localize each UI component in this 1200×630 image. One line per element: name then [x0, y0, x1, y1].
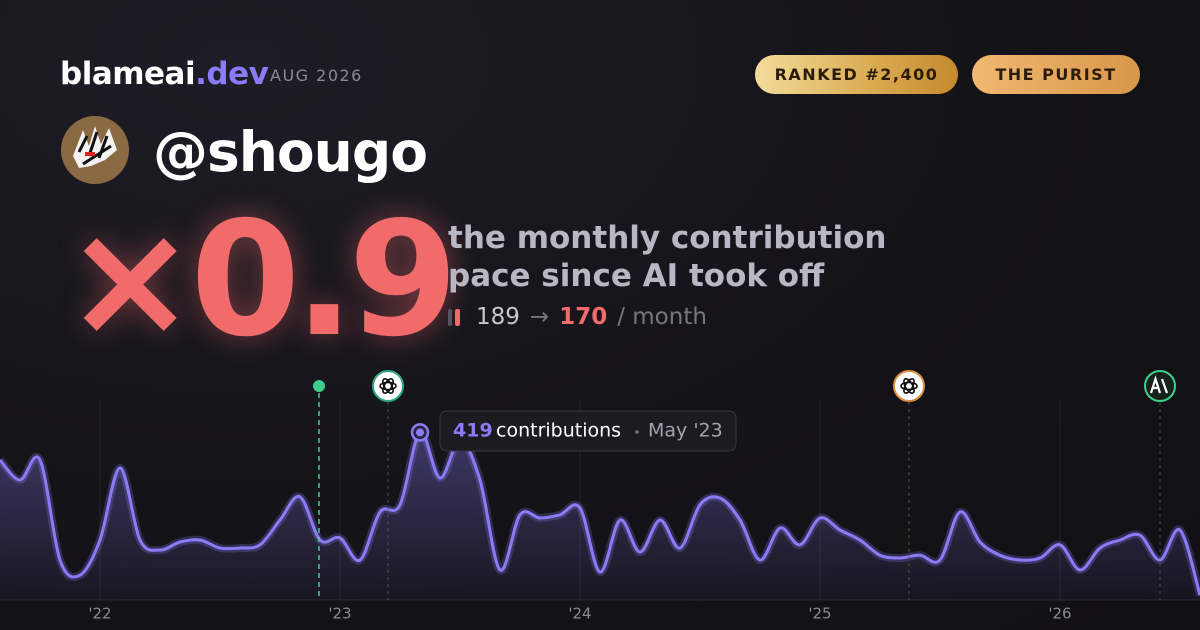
- tooltip-label: contributions: [496, 420, 621, 442]
- handle: @shougo: [153, 120, 428, 184]
- line: [0, 430, 1200, 596]
- openai-icon: [372, 370, 404, 402]
- brand: blameai.dev: [60, 56, 269, 92]
- stats: 189 → 170 / month: [448, 304, 707, 330]
- description-line: pace since AI took off: [448, 258, 825, 294]
- separator: [635, 430, 639, 434]
- avatar: [61, 116, 129, 184]
- multiplier: ×0.9: [64, 188, 458, 372]
- highlight-point: [416, 428, 424, 437]
- stat-before: 189: [476, 304, 520, 330]
- tooltip-date: May '23: [648, 420, 723, 442]
- openai-icon: [893, 370, 925, 402]
- x-tick-label: '25: [808, 605, 831, 623]
- date: AUG 2026: [270, 66, 363, 85]
- legend-after: [455, 308, 460, 326]
- description: the monthly contribution pace since AI t…: [448, 219, 886, 295]
- tooltip-value: 419: [453, 420, 493, 442]
- brand-name: blameai: [60, 56, 196, 92]
- anthropic-icon: [1144, 370, 1176, 402]
- arrow: →: [529, 304, 550, 330]
- description-line: the monthly contribution: [448, 220, 887, 256]
- stat-unit: / month: [617, 304, 707, 330]
- x-tick-label: '24: [568, 605, 591, 623]
- brand-tld: .dev: [195, 56, 269, 92]
- tooltip: [439, 410, 737, 452]
- badge: RANKED #2,400: [755, 55, 958, 94]
- x-tick-label: '23: [328, 605, 351, 623]
- x-tick-label: '22: [88, 605, 111, 623]
- badge: THE PURIST: [972, 55, 1140, 94]
- x-tick-label: '26: [1048, 605, 1071, 623]
- plot: '22 '23 '24 '25 '26: [0, 400, 1200, 623]
- event-dot: [313, 380, 325, 392]
- stat-after: 170: [559, 304, 608, 330]
- legend-before: [448, 308, 452, 326]
